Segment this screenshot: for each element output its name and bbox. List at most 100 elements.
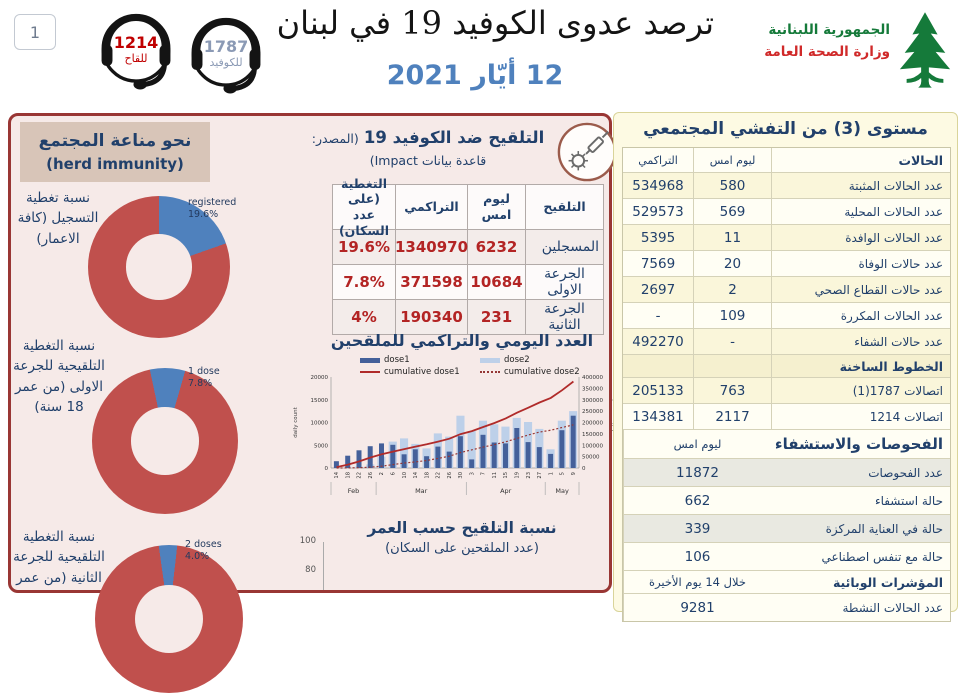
svg-text:Apr: Apr	[500, 487, 512, 495]
cell-yesterday: 109	[693, 303, 771, 328]
header-cell: التراكمي	[638, 153, 678, 167]
svg-text:26: 26	[368, 472, 374, 479]
cell-cumulative: 134381	[632, 408, 684, 425]
svg-text:50000: 50000	[582, 455, 600, 461]
ministry-logo: الجمهورية اللبنانية وزارة الصحة العامة	[764, 10, 954, 88]
legend-cumulative-dose2: cumulative dose2	[480, 367, 630, 377]
cell-label: عدد الفحوصات	[868, 465, 943, 480]
table-row: الجرعة الاولى 10684 371598 7.8%	[333, 265, 603, 300]
cell-yesterday: 10684	[467, 265, 525, 299]
svg-text:11: 11	[492, 472, 498, 479]
ministry-name-line2: وزارة الصحة العامة	[764, 43, 890, 60]
table-row: عدد الحالات الوافدة 11 5395	[623, 225, 950, 251]
cell-label: عدد الحالات الوافدة	[771, 225, 950, 250]
cell-label: عدد الحالات النشطة	[842, 600, 943, 615]
cell-yesterday: 763	[693, 378, 771, 403]
cell-coverage: 7.8%	[343, 273, 385, 291]
cell-cumulative: 492270	[632, 333, 684, 350]
legend-cumulative-dose1: cumulative dose1	[360, 367, 480, 377]
svg-text:5: 5	[560, 472, 566, 475]
section-header: الخطوط الساخنة	[771, 355, 950, 377]
cedar-tree-logo	[899, 12, 951, 88]
cell-cumulative: 1340970	[395, 230, 468, 264]
section-header	[623, 355, 693, 377]
svg-text:23: 23	[526, 472, 532, 479]
svg-text:Feb: Feb	[348, 487, 360, 495]
vaccine-hotline-label: للقاح	[124, 52, 148, 65]
cases-header-row: الحالات ليوم امس التراكمي	[623, 148, 950, 173]
donut-annotation-dose2: 2 doses 4.0%	[185, 539, 222, 563]
cell-cumulative: 205133	[632, 382, 684, 399]
table-row: عدد الحالات المكررة 109 -	[623, 303, 950, 329]
page-title: ترصد عدوى الكوفيد 19 في لبنان	[276, 4, 714, 42]
header-cell: التغطية (على عدد السكان)	[339, 175, 389, 238]
cell-label: حالة استشفاء	[874, 493, 943, 508]
table-row: عدد حالات القطاع الصحي 2 2697	[623, 277, 950, 303]
outbreak-panel: مستوى (3) من التفشي المجتمعي الحالات ليوم…	[613, 112, 958, 622]
svg-text:Mar: Mar	[415, 487, 428, 495]
section-header: المؤشرات الوبائية	[832, 574, 943, 590]
svg-text:May: May	[555, 487, 569, 495]
svg-text:14: 14	[413, 471, 419, 478]
covid-dashboard: { "header": { "page_number": "1", "badge…	[8, 4, 958, 693]
cell-cumulative: -	[655, 307, 661, 324]
svg-text:30: 30	[458, 472, 464, 479]
svg-text:3: 3	[469, 472, 475, 475]
table-row: عدد الحالات المحلية 569 529573	[623, 199, 950, 225]
cell-value: 662	[623, 487, 771, 514]
cell-cumulative: 2697	[640, 281, 676, 298]
svg-text:14: 14	[334, 471, 340, 478]
cell-label: اتصالات 1787(1)	[771, 378, 950, 403]
cell-yesterday: 20	[693, 251, 771, 276]
age-chart-title: نسبة التلقيح حسب العمر	[367, 519, 557, 537]
svg-text:10: 10	[402, 472, 408, 479]
age-chart-subtitle: (عدد الملقحين على السكان)	[385, 541, 539, 556]
header-cell: ليوم امس	[467, 185, 525, 229]
cell-label: الجرعة الثانية	[525, 300, 603, 334]
report-date: 12 أيّار 2021	[386, 60, 564, 91]
covid-hotline-label: للكوفيد	[209, 56, 243, 69]
cumulative-dose2-swatch	[480, 371, 500, 373]
cell-cumulative: 371598	[395, 265, 467, 299]
table-row: عدد الفحوصات 11872	[623, 459, 950, 487]
svg-text:250000: 250000	[582, 409, 603, 415]
herd-immunity-title: نحو مناعة المجتمع	[38, 131, 192, 151]
header-cell: الحالات	[771, 148, 950, 172]
svg-text:200000: 200000	[582, 421, 603, 427]
ministry-name-line1: الجمهورية اللبنانية	[768, 22, 890, 38]
vaccination-table: التلقيح ليوم امس التراكمي التغطية (على عدد …	[332, 175, 604, 335]
table-row: حالة استشفاء 662	[623, 487, 950, 515]
cell-label: عدد حالات القطاع الصحي	[771, 277, 950, 302]
svg-text:18: 18	[424, 472, 430, 479]
svg-text:400000: 400000	[582, 375, 603, 381]
outbreak-title: مستوى (3) من التفشي المجتمعي	[643, 119, 928, 139]
donut-label-registration: نسبة تغطية التسجيل (كافة الاعمار)	[17, 190, 99, 247]
cell-label: حالة في العناية المركزة	[825, 521, 943, 536]
svg-text:350000: 350000	[582, 386, 603, 392]
svg-text:9: 9	[571, 472, 577, 475]
hotlines-header-row: الخطوط الساخنة	[623, 355, 950, 378]
donut-label-dose2: نسبة التغطية التلقيحية للجرعة الثانية (م…	[13, 529, 105, 586]
cell-value: 11872	[623, 459, 771, 486]
column-header: ليوم امس	[623, 430, 771, 458]
table-row: اتصالات 1214 2117 134381	[623, 404, 950, 430]
header-cell: ليوم امس	[693, 148, 771, 172]
cell-yesterday: 569	[693, 199, 771, 224]
svg-text:18: 18	[345, 472, 351, 479]
age-chart-axis-line	[323, 542, 324, 590]
headset-icon	[101, 13, 171, 90]
table-row: اتصالات 1787(1) 763 205133	[623, 378, 950, 404]
cell-value: 9281	[623, 594, 771, 621]
page-number-box: 1	[14, 14, 56, 50]
table-row: عدد حالات الوفاة 20 7569	[623, 251, 950, 277]
indicators-header-row: المؤشرات الوبائية خلال 14 يوم الأخيرة	[623, 571, 950, 594]
table-row: عدد الحالات النشطة 9281	[623, 594, 950, 621]
herd-immunity-subtitle: (herd immunity)	[46, 154, 184, 173]
cell-yesterday: 231	[467, 300, 525, 334]
cumulative-dose1-swatch	[360, 371, 380, 373]
svg-text:2: 2	[379, 472, 385, 475]
dose2-swatch	[480, 357, 500, 363]
svg-text:daily count: daily count	[293, 406, 299, 437]
svg-text:15000: 15000	[311, 398, 329, 404]
svg-text:1: 1	[548, 472, 554, 475]
